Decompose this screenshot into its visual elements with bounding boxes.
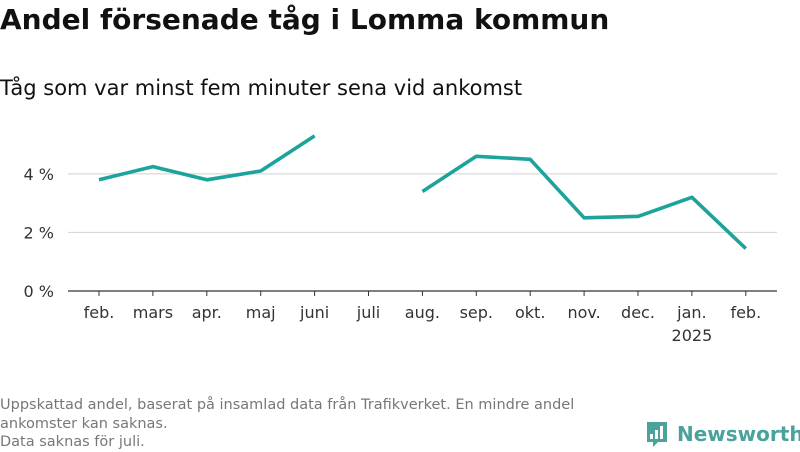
x-tick-label: mars	[133, 303, 173, 322]
chart-title: Andel försenade tåg i Lomma kommun	[0, 3, 610, 36]
x-tick-label: okt.	[515, 303, 545, 322]
footnote-missing-data: Data saknas för juli.	[0, 434, 145, 450]
x-tick-label: jan.	[676, 303, 706, 322]
x-tick-label: maj	[246, 303, 276, 322]
x-tick-sublabel: 2025	[672, 326, 713, 345]
y-tick-label: 4 %	[24, 165, 54, 184]
chart-subtitle: Tåg som var minst fem minuter sena vid a…	[0, 76, 523, 100]
newsworthy-logo-icon	[647, 422, 667, 447]
x-tick-label: sep.	[460, 303, 493, 322]
y-tick-label: 2 %	[24, 223, 54, 242]
brand-logo: Newsworthy	[645, 420, 800, 448]
footnote: Uppskattad andel, baserat på insamlad da…	[0, 396, 640, 452]
series-line	[421, 154, 748, 250]
series-line	[98, 134, 316, 182]
x-tick-label: dec.	[621, 303, 655, 322]
y-tick-label: 0 %	[24, 282, 54, 301]
footnote-source: Uppskattad andel, baserat på insamlad da…	[0, 397, 575, 432]
x-tick-label: juni	[299, 303, 329, 322]
x-tick-label: aug.	[405, 303, 440, 322]
x-tick-label: feb.	[730, 303, 761, 322]
x-tick-label: juli	[356, 303, 380, 322]
brand-name: Newsworthy	[677, 422, 800, 446]
line-chart: 0 % 2 % 4 % feb. mars apr. maj juni juli aug. sep.…	[24, 134, 777, 345]
x-tick-label: apr.	[192, 303, 222, 322]
x-tick-label: feb.	[84, 303, 115, 322]
x-tick-label: nov.	[567, 303, 600, 322]
